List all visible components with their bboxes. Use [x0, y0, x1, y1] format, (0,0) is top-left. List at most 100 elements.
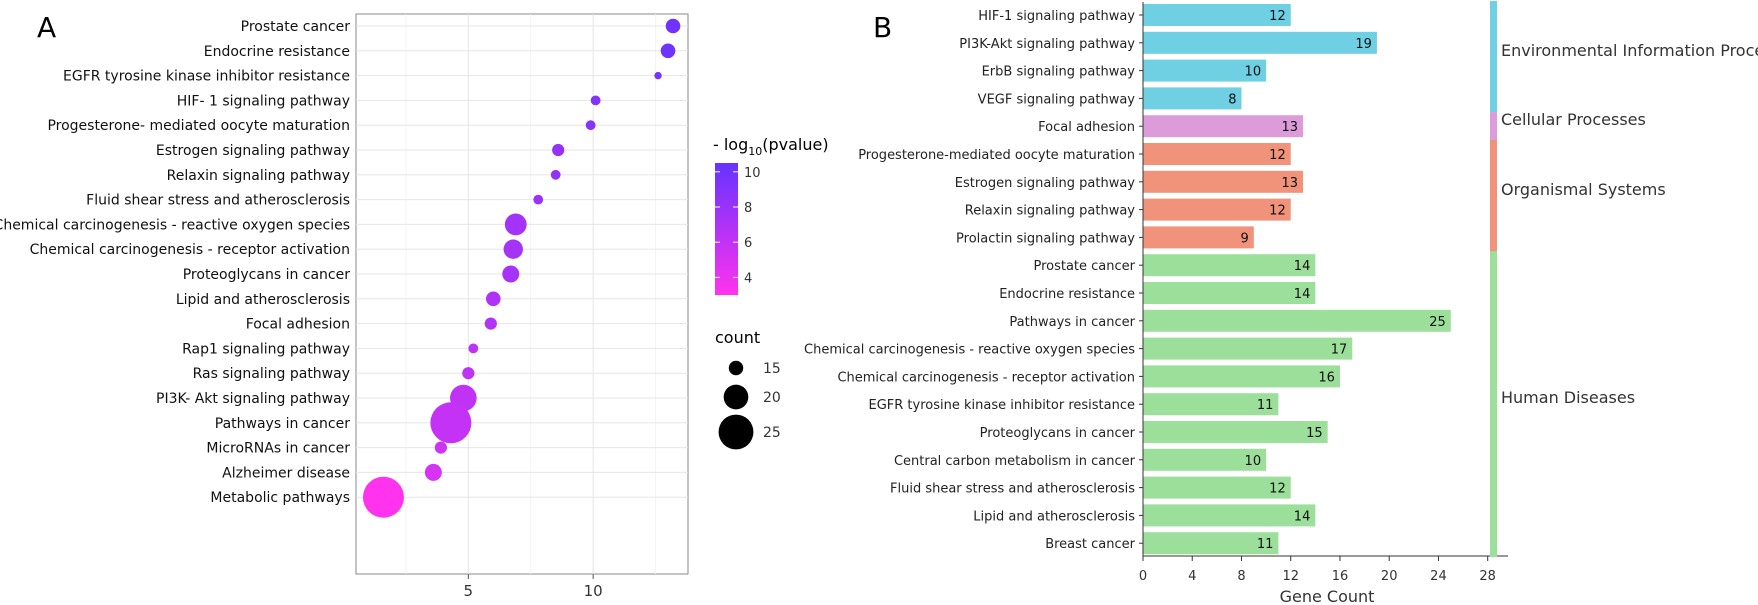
bar	[1143, 87, 1242, 110]
bar	[1143, 476, 1291, 499]
colorbar-tick-label: 6	[744, 236, 752, 251]
y-label: Relaxin signaling pathway	[167, 168, 350, 184]
dot-point	[485, 291, 501, 307]
x-tick-label: 12	[1282, 569, 1299, 584]
category-label: Organismal Systems	[1501, 180, 1666, 199]
panel-b-letter: B	[873, 11, 892, 44]
bar	[1143, 532, 1279, 555]
category-strip	[1490, 140, 1497, 252]
y-label: Focal adhesion	[246, 317, 350, 333]
dot-point	[484, 317, 497, 330]
bar-value-label: 13	[1281, 120, 1298, 135]
dot-point	[533, 194, 544, 205]
x-tick-label: 4	[1188, 569, 1196, 584]
panel-b-value-labels: 12 19 10 8 13 12 13 12 9 14 14 25 17 16 11 15 10 12 14 11	[1228, 9, 1446, 552]
category-label: Environmental Information Processing	[1501, 41, 1758, 60]
bar-value-label: 8	[1228, 92, 1236, 107]
panel-b-x-axis-title: Gene Count	[1280, 587, 1375, 605]
bar-value-label: 19	[1355, 37, 1372, 52]
panel-a-grid	[356, 14, 688, 574]
y-label: PI3K-Akt signaling pathway	[959, 37, 1135, 52]
y-label: Relaxin signaling pathway	[965, 204, 1136, 219]
category-strip	[1490, 1, 1497, 113]
dot-point	[468, 343, 479, 354]
y-label: EGFR tyrosine kinase inhibitor resistanc…	[63, 69, 350, 85]
y-label: Chemical carcinogenesis - receptor activ…	[30, 242, 350, 258]
bar	[1143, 198, 1291, 221]
bar-value-label: 16	[1318, 370, 1335, 385]
y-label: Endocrine resistance	[204, 44, 350, 60]
bar-value-label: 12	[1269, 204, 1286, 219]
y-label: Chemical carcinogenesis - reactive oxyge…	[0, 217, 350, 233]
bar-value-label: 9	[1241, 231, 1249, 246]
colorbar-tick-label: 8	[744, 201, 752, 216]
bar	[1143, 282, 1316, 304]
legend-size-dot	[728, 360, 744, 376]
bar-value-label: 17	[1331, 343, 1348, 358]
bar	[1143, 448, 1267, 471]
legend-size-dot	[723, 384, 749, 410]
bar	[1143, 254, 1316, 277]
panel-b-bars	[1143, 4, 1451, 555]
x-tick-label: 10	[584, 582, 603, 600]
y-label: HIF-1 signaling pathway	[978, 9, 1135, 24]
panel-b-category-strips: Environmental Information Processing Cell…	[1490, 1, 1758, 558]
bar	[1143, 115, 1304, 138]
bar-value-label: 11	[1257, 398, 1274, 413]
bar-value-label: 14	[1294, 509, 1311, 524]
panel-a-dots	[362, 18, 681, 518]
bar	[1143, 337, 1353, 360]
x-tick-label: 5	[464, 582, 474, 600]
bar	[1143, 31, 1377, 54]
dot-point	[462, 367, 475, 380]
bar	[1143, 4, 1291, 26]
y-label: Fluid shear stress and atherosclerosis	[890, 482, 1135, 497]
dot-point	[504, 213, 527, 236]
dot-point	[502, 265, 520, 283]
dot-point	[424, 463, 442, 481]
dot-point	[590, 95, 601, 106]
panel-a-plot-area	[355, 13, 689, 575]
dot-point	[665, 18, 681, 34]
x-tick-label: 24	[1430, 569, 1447, 584]
dot-point	[430, 402, 472, 444]
y-label: Chemical carcinogenesis - reactive oxyge…	[804, 343, 1135, 358]
dot-point	[362, 476, 404, 518]
colorbar-tick-label: 4	[744, 271, 752, 286]
bar	[1143, 393, 1279, 416]
dot-point	[550, 169, 561, 180]
x-tick-label: 28	[1479, 569, 1496, 584]
x-tick-label: 8	[1237, 569, 1245, 584]
panel-a-y-labels: Prostate cancer Endocrine resistance EGFR …	[0, 19, 350, 506]
x-tick-label: 0	[1139, 569, 1147, 584]
panel-a-dot-plot: A Prostate cancer Endocrine resistance EGF…	[0, 11, 829, 600]
panel-a-legend: - log10(pvalue) 4 6 8 10 count 15 20 25	[713, 135, 829, 450]
y-label: Estrogen signaling pathway	[955, 176, 1136, 191]
bar	[1143, 421, 1328, 443]
dot-point	[552, 143, 565, 157]
panel-a-x-ticks: 5 10	[464, 574, 603, 600]
y-label: Focal adhesion	[1038, 120, 1135, 135]
y-label: HIF- 1 signaling pathway	[177, 93, 350, 109]
dot-point	[654, 71, 662, 80]
legend-size-label: 20	[763, 390, 781, 406]
bar	[1143, 309, 1451, 332]
legend-pvalue-ticks: 4 6 8 10	[715, 166, 761, 286]
y-label: Progesterone- mediated oocyte maturation	[47, 118, 350, 134]
legend-count-title: count	[715, 328, 760, 347]
panel-b-x-ticks: 0 4 8 12 16 20 24 28	[1139, 556, 1496, 584]
bar-value-label: 13	[1281, 176, 1298, 191]
category-strip	[1490, 251, 1497, 558]
y-label: Prolactin signaling pathway	[956, 231, 1135, 246]
legend-count-items: 15 20 25	[718, 360, 781, 450]
y-label: Alzheimer disease	[222, 465, 350, 481]
y-label: Pathways in cancer	[1009, 315, 1135, 330]
bar-value-label: 14	[1294, 259, 1311, 274]
dot-point	[660, 43, 676, 59]
bar-value-label: 10	[1245, 454, 1262, 469]
category-label: Human Diseases	[1501, 388, 1635, 407]
y-label: ErbB signaling pathway	[982, 65, 1136, 80]
category-label: Cellular Processes	[1501, 110, 1646, 129]
bar-value-label: 25	[1429, 315, 1446, 330]
